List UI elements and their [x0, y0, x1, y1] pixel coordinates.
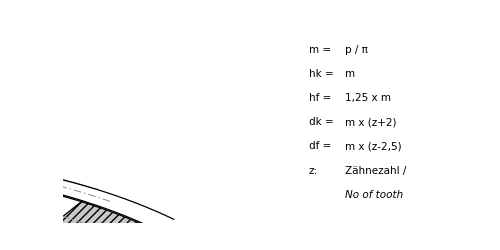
Text: m =: m = [308, 45, 330, 55]
Text: df =: df = [308, 142, 331, 152]
Text: Zähnezahl /: Zähnezahl / [346, 166, 407, 175]
Text: p / π: p / π [346, 45, 368, 55]
Text: 1,25 x m: 1,25 x m [346, 93, 392, 103]
Text: hk =: hk = [308, 69, 334, 79]
Text: z:: z: [308, 166, 318, 175]
Text: m x (z-2,5): m x (z-2,5) [346, 142, 402, 152]
Polygon shape [0, 177, 10, 196]
Polygon shape [0, 168, 48, 220]
Polygon shape [44, 202, 142, 250]
Text: m: m [346, 69, 356, 79]
Polygon shape [0, 206, 36, 225]
Text: dk =: dk = [308, 118, 334, 128]
Text: No of tooth: No of tooth [346, 190, 404, 200]
Text: hf =: hf = [308, 93, 331, 103]
Text: m x (z+2): m x (z+2) [346, 118, 397, 128]
